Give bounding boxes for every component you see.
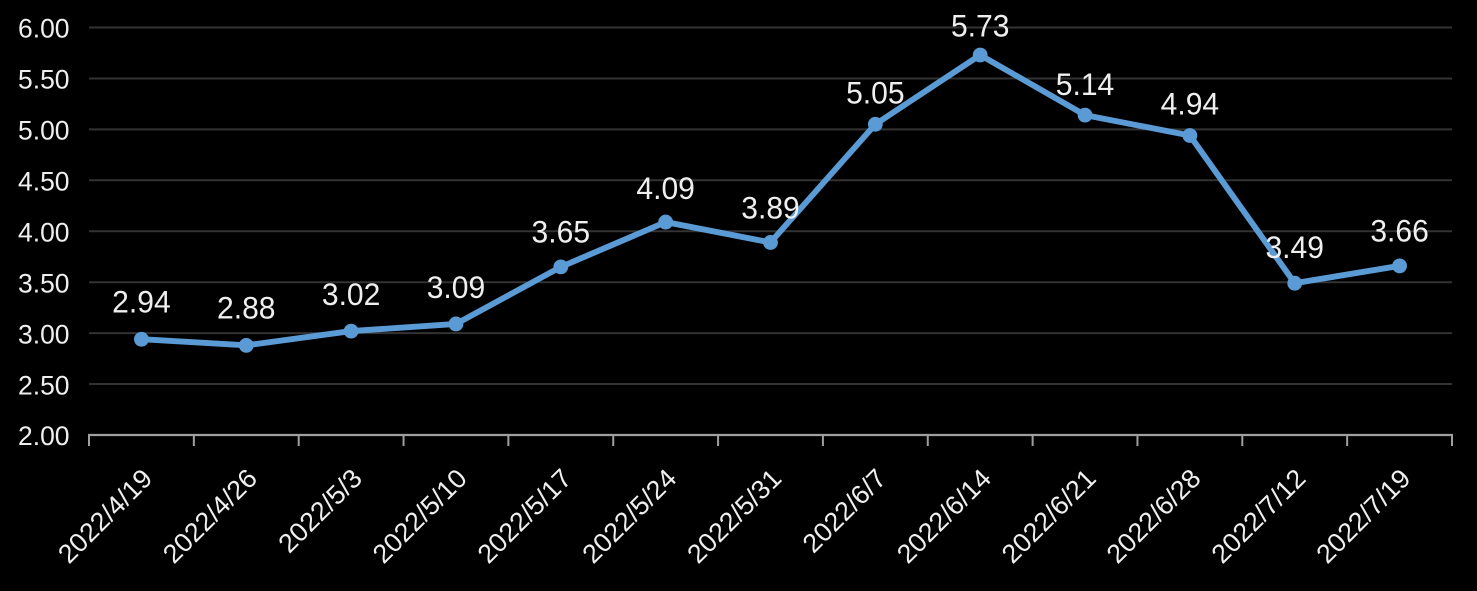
svg-text:3.66: 3.66 [1370, 212, 1429, 248]
svg-text:5.05: 5.05 [846, 75, 905, 111]
svg-text:3.09: 3.09 [427, 269, 486, 305]
svg-text:3.49: 3.49 [1265, 229, 1324, 265]
svg-text:5.50: 5.50 [18, 65, 70, 95]
svg-text:3.89: 3.89 [741, 190, 800, 226]
svg-text:4.50: 4.50 [18, 167, 70, 197]
svg-text:5.00: 5.00 [18, 116, 70, 146]
svg-text:2.94: 2.94 [112, 284, 171, 320]
svg-text:3.02: 3.02 [322, 276, 381, 312]
svg-text:3.00: 3.00 [18, 319, 70, 349]
svg-text:5.14: 5.14 [1056, 66, 1115, 102]
svg-text:2.50: 2.50 [18, 370, 70, 400]
svg-text:6.00: 6.00 [18, 14, 70, 44]
svg-text:2.88: 2.88 [217, 290, 276, 326]
svg-text:4.00: 4.00 [18, 217, 70, 247]
svg-text:3.50: 3.50 [18, 268, 70, 298]
svg-text:3.65: 3.65 [532, 213, 591, 249]
svg-text:2.00: 2.00 [18, 421, 70, 451]
svg-text:4.94: 4.94 [1161, 86, 1220, 122]
svg-text:5.73: 5.73 [951, 7, 1010, 43]
svg-text:4.09: 4.09 [636, 170, 695, 206]
